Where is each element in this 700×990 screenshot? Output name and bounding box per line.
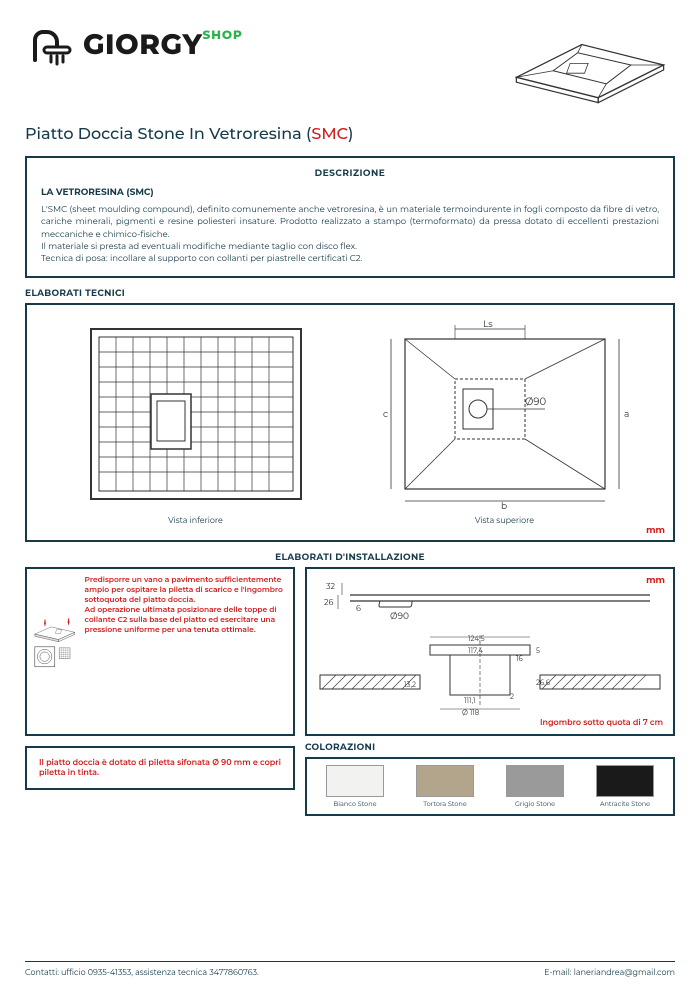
svg-text:Ls: Ls: [483, 319, 493, 330]
colors-heading: COLORAZIONI: [305, 742, 675, 753]
install-row: Predisporre un vano a pavimento sufficie…: [25, 567, 675, 736]
svg-text:26,6: 26,6: [536, 678, 551, 687]
install-right-box: 32 26 6 Ø90: [305, 567, 675, 736]
swatch-antracite: Antracite Stone: [596, 765, 654, 808]
svg-text:a: a: [624, 409, 629, 420]
svg-text:c: c: [383, 409, 388, 420]
install-diagram-icon: [33, 575, 77, 715]
description-heading: DESCRIZIONE: [41, 168, 659, 179]
tech-top-view: Ls c a b Ø90: [375, 319, 635, 509]
svg-text:26: 26: [324, 598, 334, 608]
svg-text:Ø 118: Ø 118: [462, 708, 480, 717]
brand-logo: GIORGYSHOP: [25, 20, 243, 70]
tech-box: Vista inferiore Ls c: [25, 303, 675, 542]
shower-icon: [25, 20, 75, 70]
swatch-grigio: Grigio Stone: [506, 765, 564, 808]
install-left-box: Predisporre un vano a pavimento sufficie…: [25, 567, 295, 736]
description-box: DESCRIZIONE LA VETRORESINA (SMC) L'SMC (…: [25, 156, 675, 278]
page-title: Piatto Doccia Stone In Vetroresina (SMC): [25, 125, 675, 144]
swatch-tortora: Tortora Stone: [416, 765, 474, 808]
tech-heading: ELABORATI TECNICI: [25, 288, 675, 299]
svg-text:Ø90: Ø90: [525, 395, 546, 408]
note-box: Il piatto doccia è dotato di piletta sif…: [25, 746, 295, 790]
svg-text:2: 2: [510, 692, 514, 701]
svg-text:6: 6: [356, 604, 361, 614]
svg-text:32: 32: [326, 582, 335, 592]
svg-text:117,4: 117,4: [468, 646, 483, 655]
svg-text:111,1: 111,1: [464, 696, 476, 705]
install-text: Predisporre un vano a pavimento sufficie…: [85, 575, 287, 728]
svg-text:5: 5: [536, 646, 540, 655]
swatch-bianco: Bianco Stone: [326, 765, 384, 808]
footer: Contatti: ufficio 0935-41353, assistenza…: [25, 961, 675, 978]
product-iso-icon: [505, 20, 675, 110]
tech-left-caption: Vista inferiore: [41, 516, 350, 526]
install-section-icon: 32 26 6 Ø90: [313, 575, 667, 725]
description-body: L'SMC (sheet moulding compound), definit…: [41, 204, 659, 266]
svg-text:b: b: [501, 501, 507, 509]
svg-text:16: 16: [516, 654, 524, 663]
install-footnote: Ingombro sotto quota di 7 cm: [540, 718, 663, 728]
tech-unit: mm: [646, 525, 665, 536]
svg-text:Ø90: Ø90: [390, 611, 409, 622]
install-heading: ELABORATI D'INSTALLAZIONE: [25, 552, 675, 563]
svg-text:124,5: 124,5: [468, 634, 485, 643]
brand-name: GIORGY: [83, 28, 202, 62]
color-swatches: Bianco Stone Tortora Stone Grigio Stone …: [305, 757, 675, 816]
svg-text:13,2: 13,2: [404, 680, 416, 689]
tech-right-caption: Vista superiore: [350, 516, 659, 526]
footer-contacts: Contatti: ufficio 0935-41353, assistenza…: [25, 968, 259, 978]
footer-email: E-mail: laneriandrea@gmail.com: [544, 968, 675, 978]
brand-suffix: SHOP: [202, 28, 242, 43]
install-unit: mm: [646, 575, 665, 586]
header: GIORGYSHOP: [25, 20, 675, 110]
description-sub: LA VETRORESINA (SMC): [41, 187, 659, 198]
tech-bottom-view: [81, 319, 311, 509]
